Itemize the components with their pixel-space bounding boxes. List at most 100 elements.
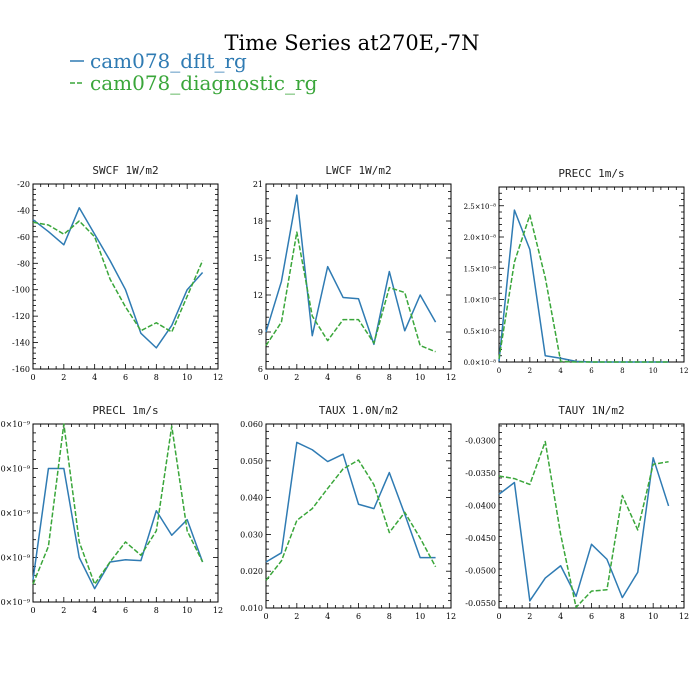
y-tick-label: -0.0300 <box>465 436 496 445</box>
y-tick-label: 0.010 <box>240 604 263 613</box>
y-tick-label: 0.030 <box>240 530 263 539</box>
panel-2: LWCF 1W/m2 0 2 4 6 8 10 12 6 9 12 15 18 21 <box>253 164 456 382</box>
y-tick-label: 1.5×10⁻⁸ <box>464 265 497 273</box>
series-line-dflt <box>32 207 204 349</box>
x-tick-label: 6 <box>589 367 594 375</box>
y-tick-label: -0.0550 <box>465 599 496 608</box>
y-tick-label: 2.5×10⁻⁸ <box>464 203 497 211</box>
y-tick-label: -100 <box>12 286 30 295</box>
y-tick-label: 18 <box>253 217 263 226</box>
x-tick-label: 12 <box>213 373 223 382</box>
figure-title: Time Series at270E,-7N <box>224 31 479 55</box>
panel-title: TAUX 1.0N/m2 <box>319 404 398 417</box>
x-tick-label: 0 <box>263 373 268 382</box>
panel-title: PRECC 1m/s <box>558 167 624 180</box>
legend: cam078_dflt_rg cam078_diagnostic_rg <box>70 49 318 95</box>
x-tick-label: 2 <box>528 367 532 375</box>
y-tick-label: -80 <box>17 259 30 268</box>
y-tick-label: -60 <box>17 233 30 242</box>
y-tick-label: 0.040 <box>240 494 263 503</box>
plot-frame <box>498 186 685 363</box>
x-tick-label: 2 <box>527 612 532 621</box>
x-tick-label: 2 <box>61 606 66 615</box>
x-tick-label: 10 <box>182 606 192 615</box>
x-tick-label: 4 <box>558 612 563 621</box>
x-tick-label: 6 <box>356 612 361 621</box>
panel-title: TAUY 1N/m2 <box>558 404 624 417</box>
series-line-diagnostic <box>265 459 437 581</box>
y-tick-label: -0.0500 <box>465 566 496 575</box>
y-tick-label: 6 <box>258 365 263 374</box>
y-tick-label: .0×10⁻⁹ <box>0 554 31 563</box>
x-tick-label: 12 <box>446 373 456 382</box>
x-tick-label: 2 <box>294 373 299 382</box>
legend-label-dflt: cam078_dflt_rg <box>90 49 247 73</box>
plot-frame <box>32 183 219 370</box>
y-tick-label: -140 <box>12 339 30 348</box>
panel-title: LWCF 1W/m2 <box>325 164 391 177</box>
x-tick-label: 2 <box>61 373 66 382</box>
y-tick-label: 2.0×10⁻⁸ <box>464 234 497 242</box>
x-tick-label: 10 <box>415 373 425 382</box>
x-tick-label: 12 <box>446 612 456 621</box>
x-tick-label: 8 <box>154 606 159 615</box>
y-tick-label: -0.0450 <box>465 534 496 543</box>
series-line-dflt <box>498 209 669 363</box>
y-tick-label: 12 <box>253 291 263 300</box>
x-tick-label: 4 <box>325 612 330 621</box>
series-line-dflt <box>265 194 437 346</box>
x-tick-label: 0 <box>497 367 501 375</box>
series-line-diagnostic <box>32 220 204 333</box>
series-line-dflt <box>32 467 204 590</box>
x-tick-label: 10 <box>415 612 425 621</box>
x-tick-label: 10 <box>648 612 658 621</box>
series-line-diagnostic <box>32 423 204 585</box>
panel-6: TAUY 1N/m2 0 2 4 6 8 10 12 -0.0550 -0.0500 -0.0450… <box>465 404 689 621</box>
series-line-diagnostic <box>265 231 436 353</box>
y-tick-label: 0.5×10⁻⁸ <box>464 328 497 336</box>
x-tick-label: 6 <box>589 612 594 621</box>
y-tick-label: -0.0400 <box>465 501 496 510</box>
y-tick-label: .0×10⁻⁹ <box>0 465 31 474</box>
y-tick-label: 1.0×10⁻⁸ <box>464 297 497 305</box>
x-tick-label: 10 <box>182 373 192 382</box>
x-tick-label: 10 <box>649 367 658 375</box>
x-tick-label: 8 <box>620 367 624 375</box>
x-tick-label: 0 <box>263 612 268 621</box>
x-tick-label: 0 <box>30 373 35 382</box>
panel-4: PRECL 1m/s 0 2 4 6 8 10 12 .0×10⁻⁹ .0×10⁻⁹ .0×10⁻⁹… <box>0 404 223 615</box>
x-tick-label: 8 <box>387 612 392 621</box>
y-tick-label: 0.020 <box>240 567 263 576</box>
y-tick-label: 9 <box>258 328 263 337</box>
x-tick-label: 4 <box>92 373 97 382</box>
series-line-dflt <box>498 457 670 602</box>
x-tick-label: 6 <box>123 373 128 382</box>
y-tick-label: -40 <box>17 206 30 215</box>
x-tick-label: 12 <box>680 367 689 375</box>
x-tick-label: 6 <box>356 373 361 382</box>
y-tick-label: 0.050 <box>240 457 263 466</box>
panel-title: PRECL 1m/s <box>92 404 158 417</box>
x-tick-label: 12 <box>679 612 689 621</box>
x-tick-label: 6 <box>123 606 128 615</box>
legend-label-diagnostic: cam078_diagnostic_rg <box>90 71 318 95</box>
panel-title: SWCF 1W/m2 <box>92 164 158 177</box>
y-tick-label: -0.0350 <box>465 469 496 478</box>
x-tick-label: 0 <box>30 606 35 615</box>
y-tick-label: 15 <box>253 254 263 263</box>
x-tick-label: 4 <box>558 367 563 375</box>
panel-1: SWCF 1W/m2 0 2 4 6 8 10 12 -160 -140 -120 -100 -80 -6… <box>12 164 223 382</box>
panels: SWCF 1W/m2 0 2 4 6 8 10 12 -160 -140 -120 -100 -80 -6… <box>0 164 689 621</box>
y-tick-label: 0.060 <box>240 420 263 429</box>
panel-3: PRECC 1m/s 0 2 4 6 8 10 12 0.0×10⁻⁸ 0.5×10⁻⁸ 1.0×1… <box>464 167 689 375</box>
plot-frame <box>265 423 452 609</box>
y-tick-label: 21 <box>253 180 263 189</box>
y-tick-label: -120 <box>12 312 30 321</box>
y-tick-label: 0.0×10⁻⁸ <box>464 359 497 367</box>
x-tick-label: 8 <box>154 373 159 382</box>
y-tick-label: .0×10⁻⁹ <box>0 420 31 429</box>
panel-5: TAUX 1.0N/m2 0 2 4 6 8 10 12 0.010 0.020 0.030 0.04… <box>240 404 456 621</box>
x-tick-label: 8 <box>387 373 392 382</box>
x-tick-label: 8 <box>620 612 625 621</box>
